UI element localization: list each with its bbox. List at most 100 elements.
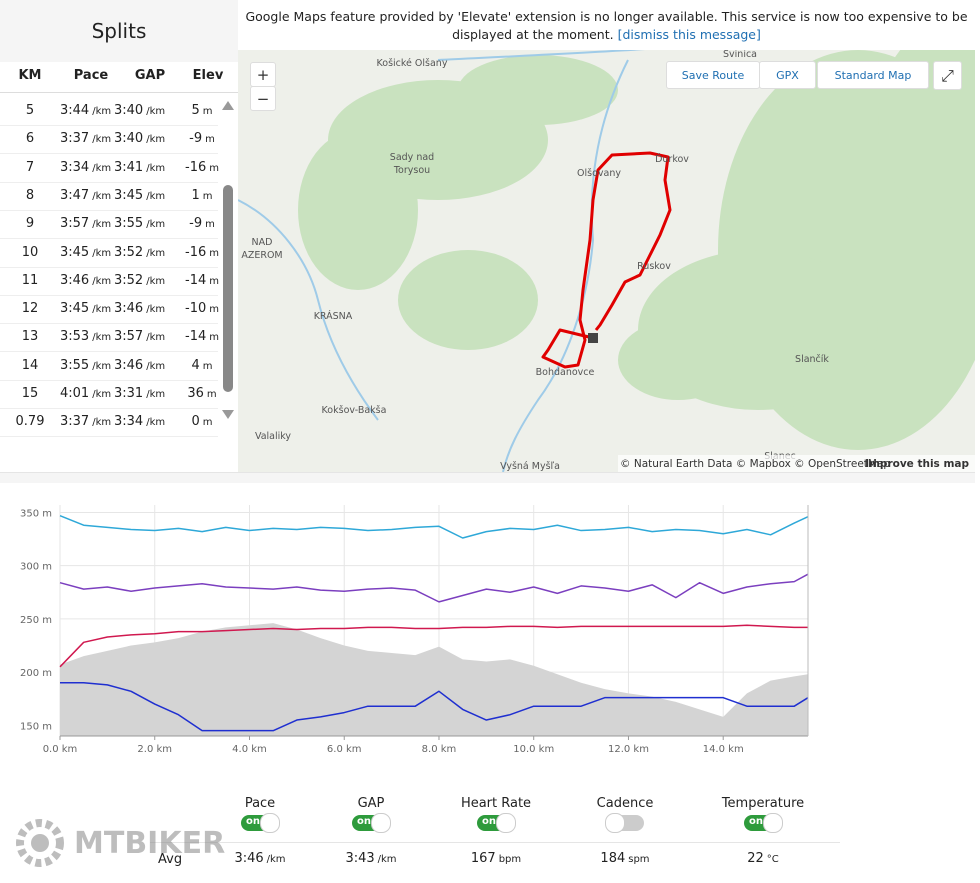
unit: /km — [92, 275, 112, 287]
elev: -9 — [189, 131, 203, 147]
split-km: 7 — [25, 159, 35, 175]
attribution-bg — [618, 455, 975, 472]
elev: -9 — [189, 216, 203, 232]
column-header: Elev — [192, 68, 224, 83]
pace: 3:46 — [60, 272, 90, 288]
avg-value: 22 — [747, 851, 764, 866]
series-line — [60, 682, 809, 732]
elev: -16 — [185, 244, 207, 260]
toggle[interactable]: on — [477, 813, 516, 833]
split-elev: -14 m — [170, 273, 234, 288]
row-rule — [0, 153, 218, 155]
split-km: 0.79 — [15, 414, 45, 430]
place-label: AZEROM — [241, 250, 282, 261]
map-button[interactable]: Save Route — [666, 61, 760, 89]
toggle-text: on — [246, 816, 260, 827]
gap: 3:45 — [114, 187, 144, 203]
row-rule — [0, 294, 218, 296]
zoom-button[interactable]: − — [250, 86, 276, 111]
row-rule — [0, 436, 218, 438]
unit: m — [209, 275, 219, 287]
split-cell: 3:34/km — [60, 160, 111, 175]
pace: 3:34 — [60, 159, 90, 175]
banner-text: Google Maps feature provided by 'Elevate… — [245, 9, 968, 42]
chart: 150 m 200 m 250 m 300 m 350 m 0.0 km 2.0 km 4.0… — [20, 505, 809, 755]
scroll-up[interactable] — [222, 101, 234, 110]
row-rule — [0, 125, 218, 126]
gap: 3:41 — [114, 159, 144, 175]
elev: -16 — [185, 159, 207, 175]
stat-label: Heart Rate — [460, 796, 532, 811]
dismiss-link[interactable]: [dismiss this message] — [617, 27, 761, 42]
place-label: Ruskov — [637, 261, 671, 272]
unit: /km — [92, 134, 112, 146]
y-tick-label: 350 m — [20, 508, 52, 519]
avg-unit: /km — [266, 854, 286, 865]
pace: 3:37 — [60, 414, 90, 430]
split-cell: 3:44/km — [60, 103, 111, 118]
unit: /km — [146, 417, 166, 429]
unit: /km — [92, 190, 112, 202]
unit: /km — [146, 332, 166, 344]
split-km: 15 — [21, 386, 39, 401]
split-cell: 3:52/km — [114, 273, 165, 288]
map-button[interactable]: Standard Map — [817, 61, 929, 89]
row-rule — [0, 351, 218, 353]
unit: m — [209, 304, 219, 316]
place-label: KRÁSNA — [314, 310, 353, 322]
toggle[interactable]: on — [241, 813, 280, 833]
banner: Google Maps feature provided by 'Elevate… — [238, 0, 975, 50]
unit: /km — [146, 275, 166, 287]
toggle[interactable]: on — [352, 813, 391, 833]
pace: 3:57 — [60, 216, 90, 232]
elevation-area — [60, 623, 808, 736]
toggle[interactable]: on — [744, 813, 783, 833]
split-cell: 3:46/km — [114, 301, 165, 316]
row-rule — [0, 238, 218, 240]
divider — [0, 472, 975, 483]
map-button[interactable]: GPX — [759, 61, 816, 89]
pace: 3:53 — [60, 329, 90, 345]
splits-panel: Splits KM Pace GAP Elev 5 3:44/km 3:40/km 5 m 6 3:… — [0, 0, 239, 472]
fullscreen-button[interactable]: ⤢ — [933, 61, 962, 90]
watermark: MTBIKER — [14, 817, 225, 869]
split-km: 10 — [21, 244, 39, 260]
split-km: 11 — [21, 272, 39, 288]
split-cell: 3:57/km — [60, 216, 111, 231]
x-tick-label: 10.0 km — [513, 744, 554, 755]
split-elev: -16 m — [170, 160, 234, 175]
unit: /km — [92, 162, 112, 174]
place-label: Svinica — [723, 49, 757, 60]
improve-map[interactable]: Improve this map — [865, 458, 969, 470]
split-km: 6 — [25, 131, 35, 147]
zoom-button[interactable]: + — [250, 62, 276, 87]
series-line — [59, 514, 809, 539]
unit: /km — [92, 389, 112, 400]
unit: m — [202, 417, 213, 429]
scroll-down[interactable] — [222, 410, 234, 419]
split-elev: -9 m — [170, 216, 234, 231]
series-line — [59, 624, 808, 668]
row-rule — [0, 181, 218, 183]
toggle[interactable] — [605, 813, 644, 833]
split-cell: 3:34/km — [114, 414, 165, 429]
unit: /km — [146, 162, 166, 174]
split-km: 14 — [21, 357, 39, 373]
avg-value: 184 — [600, 851, 626, 866]
split-elev: -9 m — [170, 131, 234, 146]
place-label: Ďurkov — [655, 153, 689, 165]
pace: 3:47 — [60, 187, 90, 203]
unit: m — [202, 190, 213, 202]
series-line — [59, 573, 809, 603]
attribution: © Natural Earth Data © Mapbox © OpenStre… — [620, 458, 890, 470]
toggle-text: on — [749, 816, 763, 827]
unit: m — [205, 219, 215, 231]
unit: /km — [92, 360, 112, 372]
gap: 3:31 — [114, 386, 144, 401]
split-cell: 3:37/km — [60, 414, 111, 429]
scroll-thumb[interactable] — [223, 185, 233, 392]
